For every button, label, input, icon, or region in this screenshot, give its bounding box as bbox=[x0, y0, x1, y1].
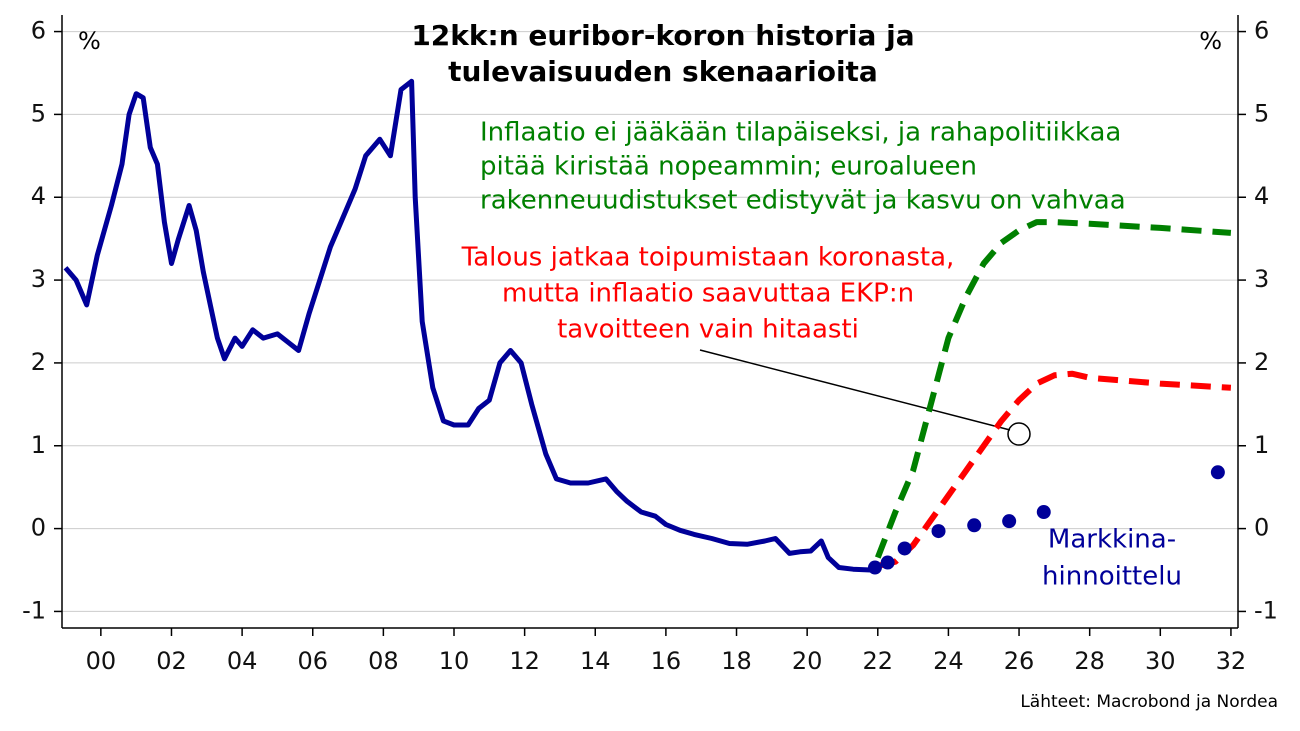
source: Lähteet: Macrobond ja Nordea bbox=[1020, 692, 1278, 712]
series-line bbox=[63, 78, 879, 573]
annotation: Markkina- bbox=[1048, 525, 1176, 555]
y-axis-label: % bbox=[78, 27, 101, 55]
x-tick-label: 10 bbox=[439, 647, 470, 675]
x-tick-label: 00 bbox=[86, 647, 117, 675]
y2-axis-label: % bbox=[1199, 27, 1222, 55]
annotation: pitää kiristää nopeammin; euroalueen bbox=[480, 152, 977, 182]
x-tick-label: 14 bbox=[580, 647, 611, 675]
y2-tick-label: 3 bbox=[1254, 265, 1269, 293]
y-tick-label: 4 bbox=[31, 182, 46, 210]
x-tick-label: 22 bbox=[863, 647, 894, 675]
x-tick-label: 16 bbox=[651, 647, 682, 675]
pointer-circle bbox=[1007, 422, 1031, 446]
market-dot bbox=[1210, 465, 1225, 480]
y-tick-label: 5 bbox=[31, 99, 46, 127]
x-tick-label: 04 bbox=[227, 647, 258, 675]
annotation: tavoitteen vain hitaasti bbox=[557, 315, 859, 345]
annotation: rakenneuudistukset edistyvät ja kasvu on… bbox=[480, 186, 1126, 216]
y-tick-label: -1 bbox=[22, 596, 46, 624]
x-tick-label: 28 bbox=[1074, 647, 1105, 675]
y2-tick-label: 6 bbox=[1254, 17, 1269, 45]
chart-title: tulevaisuuden skenaarioita bbox=[448, 55, 878, 88]
series-line bbox=[877, 370, 1232, 569]
market-dot bbox=[867, 560, 882, 575]
y-tick-label: 3 bbox=[31, 265, 46, 293]
x-tick-label: 20 bbox=[792, 647, 823, 675]
market-dot bbox=[1002, 514, 1017, 529]
y2-tick-label: 4 bbox=[1254, 182, 1269, 210]
x-tick-label: 18 bbox=[721, 647, 752, 675]
x-tick-label: 06 bbox=[297, 647, 328, 675]
annotation: Inflaatio ei jääkään tilapäiseksi, ja ra… bbox=[480, 118, 1121, 148]
y-tick-label: 6 bbox=[31, 17, 46, 45]
annotation: hinnoittelu bbox=[1042, 562, 1182, 592]
y2-tick-label: 1 bbox=[1254, 431, 1269, 459]
y2-tick-label: -1 bbox=[1254, 596, 1278, 624]
y-tick-label: 0 bbox=[31, 514, 46, 542]
y2-tick-label: 5 bbox=[1254, 99, 1269, 127]
series-line bbox=[875, 219, 1232, 559]
x-tick-label: 26 bbox=[1004, 647, 1035, 675]
annotation: mutta inflaatio saavuttaa EKP:n bbox=[502, 279, 914, 309]
x-tick-label: 24 bbox=[933, 647, 964, 675]
grid bbox=[62, 31, 1238, 612]
x-tick-label: 30 bbox=[1145, 647, 1176, 675]
market-dot bbox=[967, 518, 982, 533]
market-dot bbox=[1036, 505, 1051, 520]
x-tick-label: 12 bbox=[509, 647, 540, 675]
x-tick-label: 32 bbox=[1216, 647, 1247, 675]
x-tick-label: 08 bbox=[368, 647, 399, 675]
y-tick-label: 1 bbox=[31, 431, 46, 459]
market-dot bbox=[880, 555, 895, 570]
annotation: Talous jatkaa toipumistaan koronasta, bbox=[461, 243, 955, 273]
y-tick-label: 2 bbox=[31, 348, 46, 376]
x-tick-label: 02 bbox=[156, 647, 187, 675]
chart-title: 12kk:n euribor-koron historia ja bbox=[411, 19, 914, 52]
market-dot bbox=[897, 541, 912, 556]
market-dot bbox=[931, 524, 946, 539]
pointer-line bbox=[699, 349, 1011, 431]
y2-tick-label: 2 bbox=[1254, 348, 1269, 376]
y2-tick-label: 0 bbox=[1254, 514, 1269, 542]
